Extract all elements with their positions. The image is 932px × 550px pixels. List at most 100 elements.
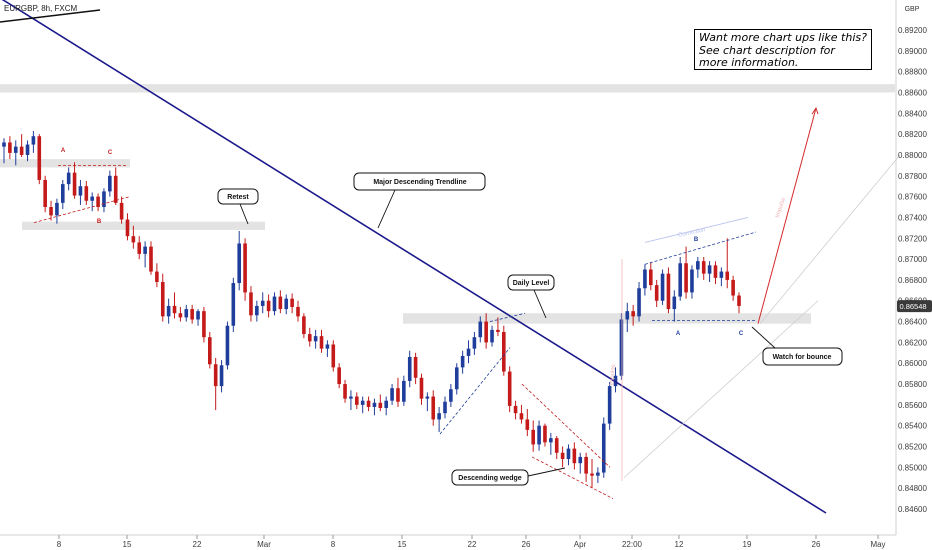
candle-body [37,136,42,180]
candle-body [425,396,430,399]
daily-level-zone [403,313,811,324]
candle-body [290,298,294,307]
candle-body [478,321,483,338]
candle-body [155,271,159,282]
candle-body [607,386,612,424]
callout-major-trendline-text: Major Descending Trendline [373,179,466,186]
zone-left-upper [0,159,130,168]
price-tick-label: 0.84600 [898,505,927,514]
candle-body [219,365,224,387]
symbol-label: EURGBP, 8h, FXCM [4,4,78,13]
wave-label-left-b: B [97,219,102,225]
candle-body [25,144,30,155]
candle-body [331,344,336,368]
candle-body [631,311,635,317]
price-tick-label: 0.85600 [898,401,927,410]
candle-body [190,309,194,320]
callout-daily-level-box [507,274,555,291]
candle-body [466,348,471,356]
candle-body [55,202,59,216]
resistance-zone-top [0,84,895,93]
candle-body [701,261,706,274]
candle-body [272,296,277,312]
candle-body [366,400,371,407]
price-tick-label: 0.87800 [898,172,927,181]
candle-body [90,196,94,201]
candle-body [402,380,406,402]
wave-label-left-c: C [108,150,113,156]
time-tick-label: 15 [398,540,407,549]
candle-body [590,473,594,476]
price-tick-label: 0.86200 [898,338,927,347]
candle-body [313,336,318,342]
time-tick-label: May [870,540,885,549]
price-tag [897,300,932,313]
time-tick-label: 12 [675,540,684,549]
faint-label-correction: Correction [678,227,706,239]
candle-body [507,371,512,406]
candle-body [349,396,353,399]
candle-body [484,321,488,343]
candle-body [355,396,359,405]
impulse-projection-arrow [757,107,817,324]
candle-body [378,402,383,408]
candle-body [496,329,500,332]
candle-body [137,242,142,254]
candle-body [66,172,71,185]
candle-body [449,389,453,402]
candle-body [8,142,12,153]
candle-body [260,300,265,306]
price-tick-label: 0.87400 [898,213,927,222]
major-descending-trendline [1,0,827,514]
chart-annotations [0,0,901,514]
callout-descending-wedge-box [451,469,529,486]
candle-body [119,202,124,220]
candle-body [278,296,283,310]
candle-body [560,452,565,460]
candle-body [690,269,694,293]
candle-body [566,448,571,460]
candle-body [637,288,641,317]
candle-body [237,243,241,284]
rising-channel-top-dashed [489,312,526,322]
candle-body [525,419,530,430]
callout-retest-pointer [239,203,249,225]
price-tick-label: 0.87600 [898,193,927,202]
candle-body [160,281,165,317]
price-tick-label: 0.85800 [898,380,927,389]
candle-body [49,207,53,216]
price-tick-label: 0.87200 [898,234,927,243]
time-tick-label: 19 [743,540,752,549]
candle-body [443,401,447,414]
candle-body [619,319,624,376]
correction-measure-line [644,217,749,243]
candle-body [437,413,441,420]
candle-body [149,246,153,272]
callout-watch-for-bounce-text: Watch for bounce [773,354,832,361]
price-tick-label: 0.85400 [898,422,927,431]
candle-body [208,337,212,365]
chart-labels: Retest Major Descending Trendline Daily … [61,6,927,482]
candle-body [502,331,506,372]
candle-body [343,384,347,399]
abc-lower-dashed [33,196,131,224]
candle-body [19,146,24,155]
candle-body [266,300,271,312]
price-tick-label: 0.88600 [898,88,927,97]
support-resistance-zones [0,84,895,324]
retest-zone [22,221,265,230]
candle-body [513,405,518,414]
rising-channel-dashed [439,347,511,435]
candle-body [96,196,100,208]
wave-label-left-a: A [61,148,66,154]
candle-body [666,273,671,310]
candle-body [531,429,535,445]
candle-body [31,136,36,145]
candle-body [596,472,600,476]
candle-body [243,243,247,293]
time-tick-label: 26 [522,540,531,549]
candle-body [108,175,112,192]
time-tick-label: Mar [257,540,271,549]
candle-body [543,425,547,443]
